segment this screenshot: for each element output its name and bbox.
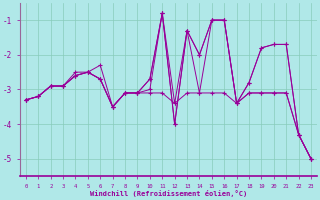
- X-axis label: Windchill (Refroidissement éolien,°C): Windchill (Refroidissement éolien,°C): [90, 190, 247, 197]
